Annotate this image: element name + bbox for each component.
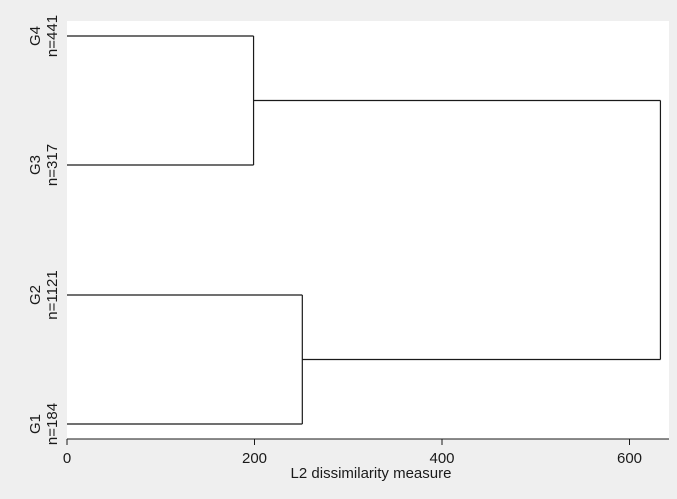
leaf-label-g2: G2 xyxy=(27,285,44,305)
leaf-label-g3: G3 xyxy=(27,155,44,175)
x-tick-label-600: 600 xyxy=(617,450,642,467)
x-axis-label: L2 dissimilarity measure xyxy=(291,465,452,482)
plot-area xyxy=(67,21,669,439)
leaf-count-g2: n=1121 xyxy=(44,270,61,319)
x-tick-label-200: 200 xyxy=(242,450,267,467)
leaf-count-g3: n=317 xyxy=(44,144,61,186)
leaf-count-g4: n=441 xyxy=(44,15,61,57)
x-tick-label-0: 0 xyxy=(63,450,71,467)
leaf-count-g1: n=184 xyxy=(44,403,61,445)
leaf-label-g4: G4 xyxy=(27,26,44,46)
leaf-label-g1: G1 xyxy=(27,414,44,434)
